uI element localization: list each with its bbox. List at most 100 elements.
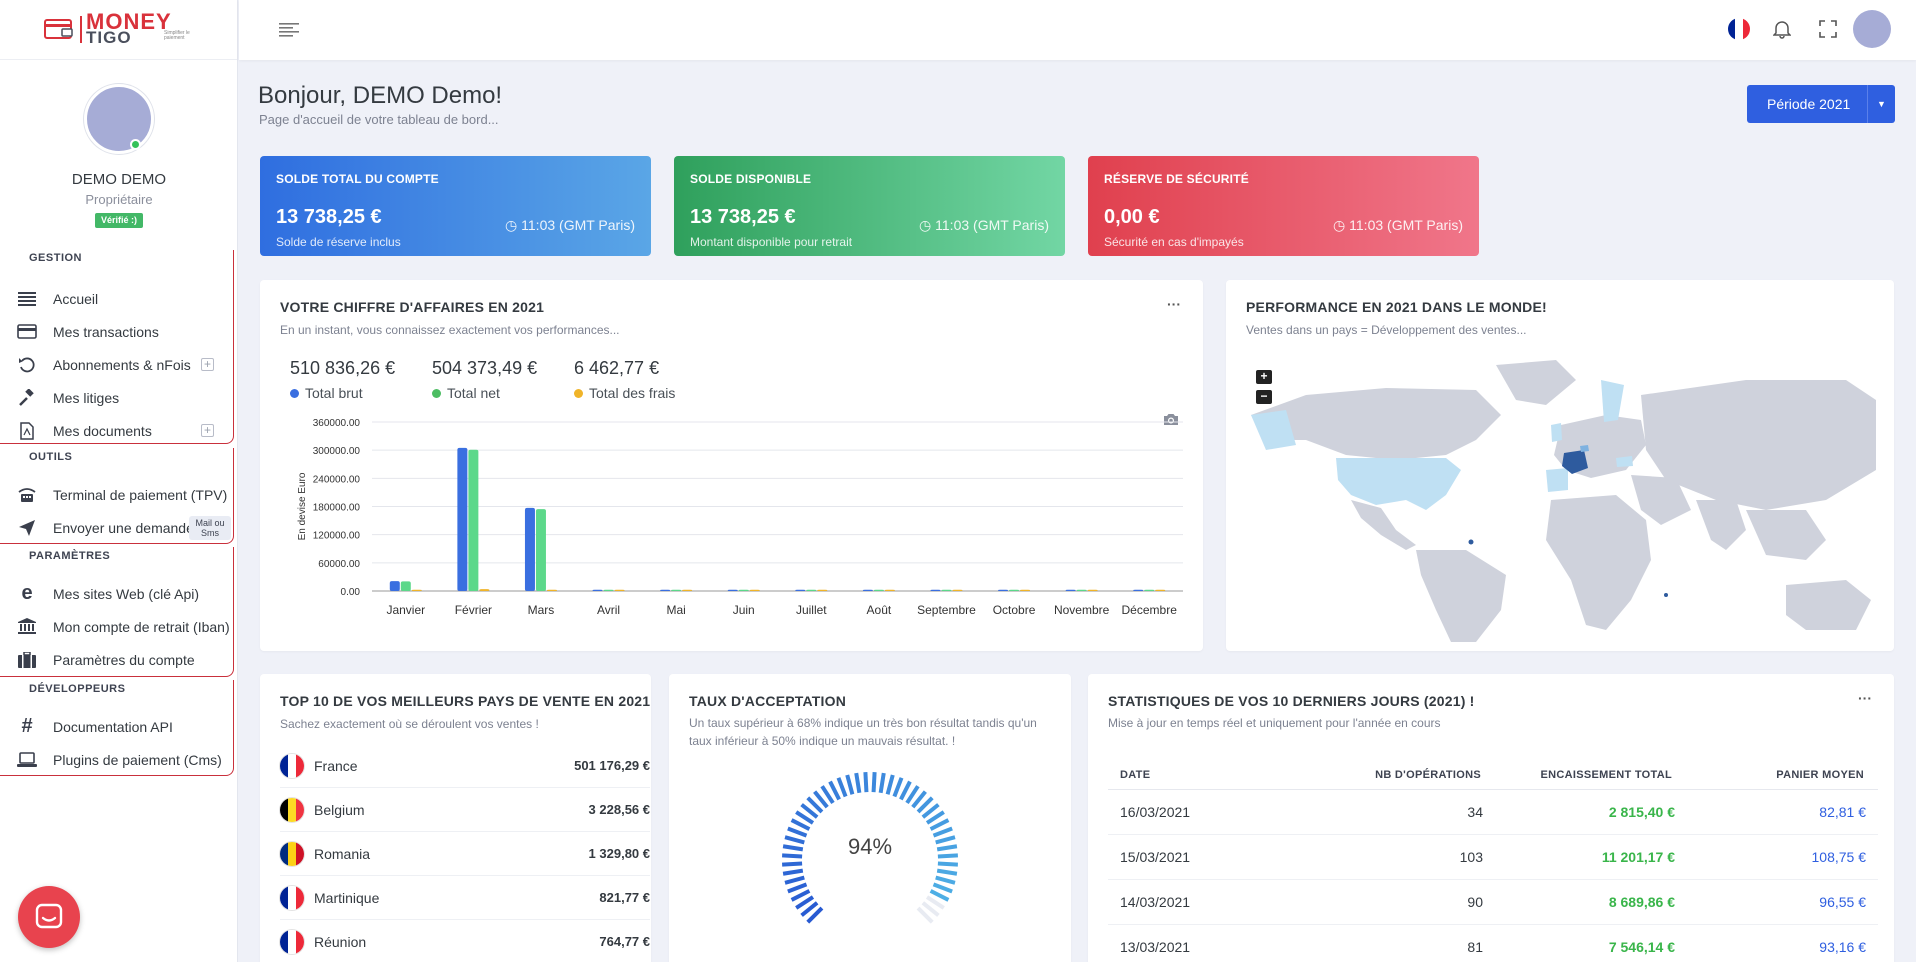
total-label-text: Total brut xyxy=(305,385,363,401)
hamburger-menu-icon[interactable] xyxy=(279,22,299,38)
expand-plus-icon[interactable]: + xyxy=(201,358,214,371)
world-map[interactable] xyxy=(1246,360,1876,642)
cell-date: 16/03/2021 xyxy=(1120,804,1191,820)
brand-logo[interactable]: MONEY TIGO Simplifier le paiement xyxy=(0,0,237,60)
map-scandinavia xyxy=(1601,380,1624,422)
briefcase-icon xyxy=(16,651,38,669)
gauge-tick xyxy=(885,774,895,795)
page-title: Bonjour, DEMO Demo! xyxy=(258,82,503,109)
nav-item-parametres-compte[interactable]: Paramètres du compte xyxy=(0,643,233,676)
nav-item-abonnements[interactable]: Abonnements & nFois + xyxy=(0,348,233,381)
notification-bell-icon[interactable] xyxy=(1773,19,1791,39)
total-value: 510 836,26 € xyxy=(290,358,396,378)
kpi-title: SOLDE TOTAL DU COMPTE xyxy=(276,172,439,186)
gauge-tick xyxy=(820,785,835,805)
gauge-tick xyxy=(921,803,940,819)
kpi-card-reserve-securite: RÉSERVE DE SÉCURITÉ 0,00 € Sécurité en c… xyxy=(1088,156,1479,256)
x-tick-label: Mai xyxy=(666,603,685,617)
map-russia-asia xyxy=(1641,380,1876,510)
table-row: 14/03/2021 90 8 689,86 € 96,55 € xyxy=(1108,880,1878,925)
x-tick-label: Juin xyxy=(733,603,755,617)
map-uk xyxy=(1551,423,1562,442)
bar-total-net xyxy=(806,589,817,591)
bar-total-des-frais xyxy=(884,589,895,591)
nav-item-sites-web[interactable]: e Mes sites Web (clé Api) xyxy=(0,577,233,610)
kpi-value: 13 738,25 € xyxy=(690,206,796,228)
nav-item-documentation-api[interactable]: # Documentation API xyxy=(0,710,233,743)
map-zoom-in-button[interactable]: + xyxy=(1256,370,1272,384)
y-tick-label: 0.00 xyxy=(341,587,361,598)
nav-section-title: GESTION xyxy=(29,252,83,264)
map-zoom-out-button[interactable]: − xyxy=(1256,390,1272,404)
nav-section-parametres: PARAMÈTRES e Mes sites Web (clé Api) Mon… xyxy=(0,547,234,677)
country-name: Belgium xyxy=(314,801,365,818)
cell-panier: 108,75 € xyxy=(1811,849,1867,865)
nav-item-terminal[interactable]: Terminal de paiement (TPV) xyxy=(0,478,233,511)
bar-total-net xyxy=(400,581,411,591)
nav-item-compte-retrait[interactable]: Mon compte de retrait (Iban) xyxy=(0,610,233,643)
nav-item-documents[interactable]: Mes documents + xyxy=(0,414,233,447)
gauge-tick xyxy=(800,901,819,917)
bar-total-des-frais xyxy=(546,589,557,591)
gauge-tick xyxy=(845,774,855,795)
profile-avatar[interactable] xyxy=(84,84,154,154)
country-value: 3 228,56 € xyxy=(588,802,650,817)
x-tick-label: Décembre xyxy=(1122,603,1178,617)
y-tick-label: 300000.00 xyxy=(313,446,361,457)
gauge-tick xyxy=(784,875,805,885)
column-header: NB D'OPÉRATIONS xyxy=(1375,769,1481,781)
card-subtitle: Mise à jour en temps réel et uniquement … xyxy=(1108,716,1441,730)
cell-date: 14/03/2021 xyxy=(1120,894,1191,910)
kpi-subtitle: Montant disponible pour retrait xyxy=(690,235,853,249)
gauge-tick xyxy=(795,810,815,825)
nav-item-litiges[interactable]: Mes litiges xyxy=(0,381,233,414)
nav-section-title: PARAMÈTRES xyxy=(29,550,111,562)
revenue-bar-chart: 360000.00 300000.00 240000.00 180000.00 1200… xyxy=(297,418,1183,617)
nav-item-accueil[interactable]: Accueil xyxy=(0,282,233,315)
kpi-time: ◷ 11:03 (GMT Paris) xyxy=(919,217,1049,233)
fullscreen-icon[interactable] xyxy=(1819,20,1837,38)
expand-plus-icon[interactable]: + xyxy=(201,424,214,437)
card-subtitle: En un instant, vous connaissez exactemen… xyxy=(280,323,620,337)
map-alaska xyxy=(1251,410,1296,450)
gauge-tick xyxy=(932,826,953,838)
kpi-subtitle: Sécurité en cas d'impayés xyxy=(1104,235,1244,249)
online-status-dot xyxy=(130,139,141,150)
nav-label: Accueil xyxy=(53,290,99,307)
period-dropdown-button[interactable]: Période 2021 ▼ xyxy=(1747,85,1895,123)
more-options-icon[interactable]: ··· xyxy=(1167,296,1181,312)
total-label-text: Total net xyxy=(447,385,500,401)
nav-item-plugins[interactable]: Plugins de paiement (Cms) xyxy=(0,743,233,776)
kpi-time: ◷ 11:03 (GMT Paris) xyxy=(505,217,635,233)
bar-total-net xyxy=(1009,589,1020,591)
bar-total-brut xyxy=(1133,589,1144,591)
bar-total-brut xyxy=(389,581,400,591)
cell-encaissement: 7 546,14 € xyxy=(1608,939,1675,955)
nav-item-transactions[interactable]: Mes transactions xyxy=(0,315,233,348)
top-countries-card: TOP 10 DE VOS MEILLEURS PAYS DE VENTE EN… xyxy=(260,674,651,962)
gauge-tick xyxy=(932,882,953,894)
country-name: Réunion xyxy=(314,933,367,950)
x-tick-label: Octobre xyxy=(993,603,1036,617)
language-flag-icon[interactable] xyxy=(1728,18,1750,40)
card-title: TOP 10 DE VOS MEILLEURS PAYS DE VENTE EN… xyxy=(280,693,651,709)
more-options-icon[interactable]: ··· xyxy=(1858,690,1872,706)
gauge-tick xyxy=(935,875,956,885)
nav-section-gestion: GESTION Accueil Mes transactions Abonnem… xyxy=(0,250,234,444)
bar-total-brut xyxy=(930,589,941,591)
verified-badge: Vérifié :) xyxy=(95,213,143,228)
cell-operations: 103 xyxy=(1459,849,1483,865)
gauge-tick xyxy=(936,844,958,852)
bar-total-des-frais xyxy=(1155,589,1166,591)
caret-down-icon[interactable]: ▼ xyxy=(1867,85,1895,123)
chat-launcher-button[interactable] xyxy=(18,886,80,948)
refresh-icon xyxy=(16,356,38,374)
kpi-value: 13 738,25 € xyxy=(276,206,382,228)
bar-total-brut xyxy=(660,589,671,591)
table-row: 16/03/2021 34 2 815,40 € 82,81 € xyxy=(1108,790,1878,835)
nav-item-envoyer-demande[interactable]: Envoyer une demande Mail ou Sms xyxy=(0,511,233,544)
table-row: 13/03/2021 81 7 546,14 € 93,16 € xyxy=(1108,925,1878,962)
user-avatar[interactable] xyxy=(1853,10,1891,48)
bar-total-des-frais xyxy=(1087,589,1098,591)
gauge-tick xyxy=(921,901,940,917)
